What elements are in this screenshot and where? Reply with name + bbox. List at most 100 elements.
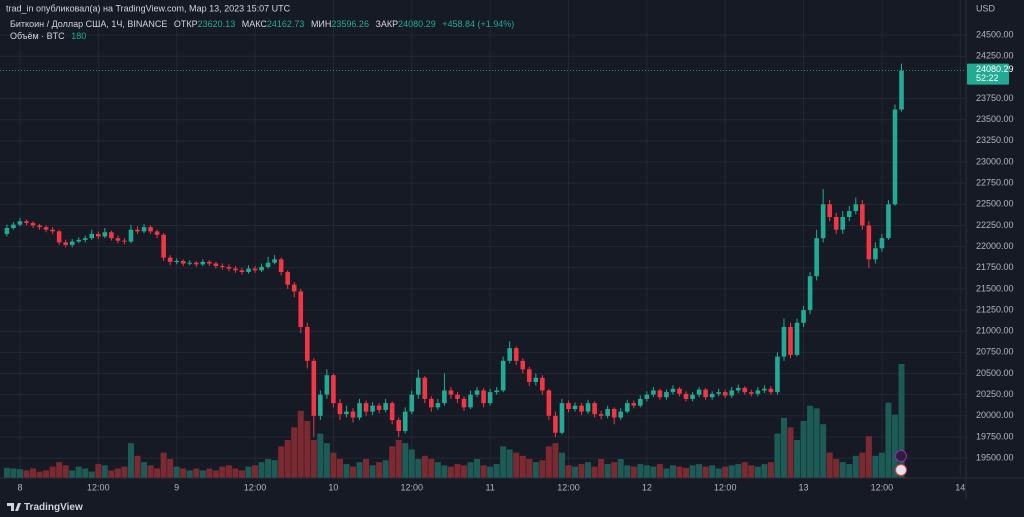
volume-bar: [108, 470, 115, 478]
volume-bar: [669, 465, 676, 478]
candle-body: [513, 348, 519, 361]
candle-body: [442, 390, 447, 404]
volume-bar: [225, 465, 232, 478]
volume-bar: [395, 440, 402, 478]
candle-body: [291, 284, 297, 292]
volume-bar: [558, 452, 565, 478]
candle-body: [239, 270, 245, 272]
volume-bar: [147, 465, 154, 478]
volume-bar: [75, 466, 82, 478]
volume-bar: [539, 460, 546, 478]
candle-body: [853, 204, 859, 212]
candle-body: [481, 390, 486, 404]
volume-bar: [885, 402, 892, 478]
candle-body: [729, 390, 735, 396]
volume-bar: [735, 464, 742, 478]
volume-bar: [415, 459, 422, 478]
candle-body: [559, 403, 565, 433]
candle-body: [246, 268, 251, 272]
ohlc-label: ЗАКР: [375, 19, 398, 29]
candle-body: [860, 204, 865, 226]
candle-body: [122, 240, 127, 242]
x-tick-label: 9: [174, 482, 179, 492]
candle-body: [82, 238, 88, 240]
y-tick-label: 22250.00: [976, 220, 1014, 230]
volume-bar: [297, 410, 304, 478]
volume-bar: [101, 465, 108, 478]
volume-bar: [506, 449, 513, 478]
volume-bar: [134, 455, 141, 478]
volume-bar: [545, 446, 552, 478]
volume-bar: [382, 460, 389, 478]
candle-body: [651, 390, 656, 395]
volume-bar: [173, 466, 180, 478]
candle-body: [376, 405, 382, 410]
candle-body: [109, 232, 114, 239]
candle-body: [507, 348, 513, 361]
candle-body: [677, 388, 682, 394]
volume-bar: [846, 464, 853, 478]
y-tick-label: 21750.00: [976, 262, 1014, 272]
volume-bar: [526, 459, 533, 478]
candle-body: [794, 322, 800, 355]
volume-bar: [794, 440, 801, 478]
volume-bar: [278, 446, 285, 478]
volume-bar: [252, 465, 259, 478]
volume-bar: [441, 465, 448, 478]
volume-bar: [389, 446, 396, 478]
volume-bar: [56, 462, 63, 478]
volume-bar: [154, 468, 161, 478]
ohlc-label: МАКС: [242, 19, 268, 29]
candle-body: [24, 221, 29, 223]
volume-bar: [454, 464, 461, 478]
candle-body: [487, 392, 493, 404]
candle-body: [553, 415, 558, 433]
ohlc-value: 24162.73: [267, 19, 305, 29]
candle-body: [56, 231, 62, 243]
candle-body: [331, 375, 336, 404]
candle-body: [762, 388, 767, 391]
candle-body: [670, 388, 676, 393]
candle-body: [357, 403, 362, 418]
x-tick-label: 13: [799, 482, 809, 492]
volume-bar: [532, 462, 539, 478]
candle-body: [402, 411, 408, 432]
volume-bar: [434, 462, 441, 478]
x-tick-label: 12:00: [244, 482, 267, 492]
volume-bar: [428, 459, 435, 478]
candle-body: [788, 326, 793, 355]
volume-bar: [474, 459, 481, 478]
event-icon[interactable]: [895, 450, 907, 462]
volume-bar: [461, 465, 467, 478]
candle-body: [749, 392, 754, 394]
volume-bar: [10, 468, 17, 478]
volume-bar: [114, 468, 121, 478]
candle-layer: [4, 63, 904, 437]
candle-body: [148, 227, 153, 232]
volume-bar: [336, 459, 343, 478]
candle-body: [220, 266, 225, 268]
candle-body: [187, 262, 193, 264]
volume-bar: [232, 468, 239, 478]
volume-bar: [245, 466, 252, 478]
volume-bar: [898, 364, 905, 478]
volume-bar: [643, 465, 650, 478]
volume-bar: [565, 465, 572, 478]
candle-body: [193, 262, 199, 265]
axes: USD 19500.00 19750.00 20000.00 20250.00 2050…: [17, 3, 1013, 492]
candle-body: [690, 394, 695, 399]
volume-bar: [369, 465, 376, 478]
volume-bar: [500, 446, 507, 478]
legend-line: Биткоин / Доллар США, 1Ч, BINANCE ОТКР23…: [10, 19, 514, 29]
candle-body: [213, 263, 219, 267]
candle-body: [546, 390, 552, 416]
volume-bar: [356, 462, 363, 478]
volume-bar: [193, 468, 200, 478]
candle-body: [278, 259, 284, 272]
volume-bar: [376, 462, 383, 478]
flag-icon[interactable]: [895, 464, 907, 476]
candle-body: [696, 389, 702, 395]
volume-title: Объём · BTC: [10, 31, 65, 41]
candle-body: [429, 398, 434, 408]
candle-body: [76, 239, 82, 242]
